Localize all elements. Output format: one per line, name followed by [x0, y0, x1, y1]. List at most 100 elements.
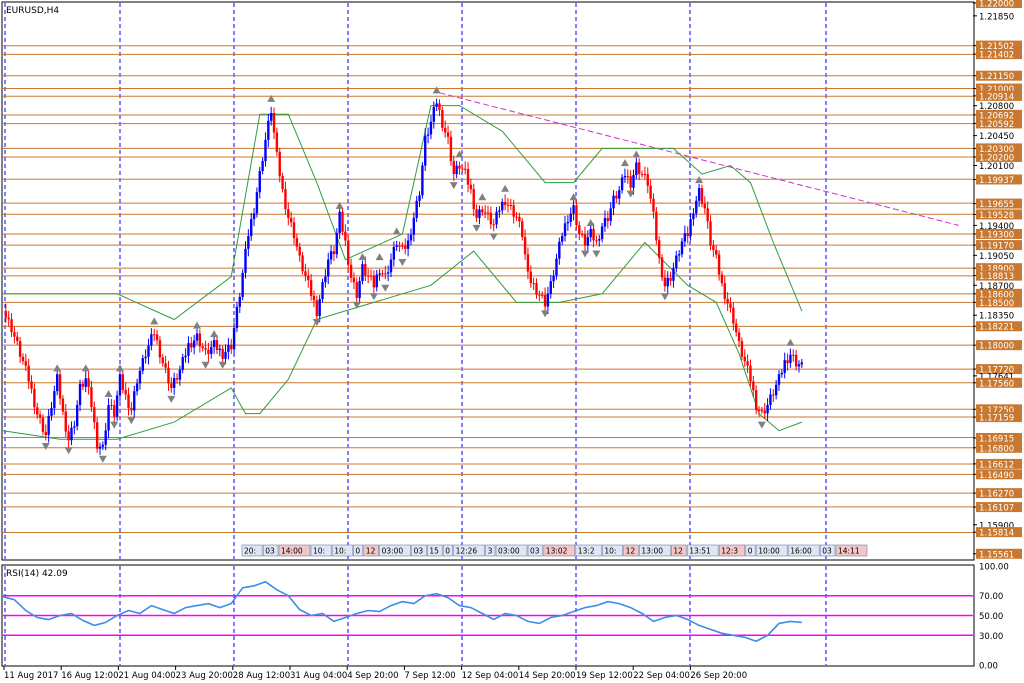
- candle-body: [629, 176, 632, 188]
- candle-body: [33, 388, 36, 408]
- price-tag-label: 1.18813: [979, 272, 1014, 282]
- candle-body: [78, 383, 82, 406]
- candle-body: [792, 354, 795, 356]
- candle-body: [638, 162, 641, 174]
- candle-body: [349, 264, 353, 278]
- price-tick-label: 1.21850: [979, 12, 1014, 22]
- candle-body: [312, 295, 316, 301]
- candle-body: [50, 408, 53, 416]
- candle-body: [24, 361, 28, 366]
- time-label: 28 Aug 12:00: [233, 671, 290, 681]
- candle-body: [121, 374, 125, 390]
- candle-body: [389, 259, 393, 273]
- candle-body: [723, 283, 726, 299]
- candle-body: [498, 210, 501, 212]
- time-axis: 11 Aug 2017 16 Aug 12:00 21 Aug 04:00 23 Au…: [3, 666, 747, 681]
- candle-body: [181, 357, 184, 370]
- candle-body: [7, 317, 10, 320]
- candle-body: [466, 168, 470, 185]
- price-tag-label: 1.18600: [979, 290, 1014, 300]
- price-tag-label: 1.19528: [979, 211, 1014, 221]
- candle-body: [13, 332, 16, 337]
- candle-body: [244, 248, 247, 273]
- price-tag-label: 1.15561: [979, 550, 1014, 560]
- candle-body: [512, 205, 515, 217]
- candle-body: [580, 233, 584, 235]
- trendline[interactable]: [439, 92, 959, 226]
- session-cell: [485, 544, 496, 557]
- candle-body: [267, 120, 270, 140]
- candle-body: [438, 103, 441, 111]
- session-cell: [835, 544, 868, 557]
- candle-body: [332, 251, 336, 255]
- candle-body: [689, 219, 692, 237]
- candle-body: [780, 372, 784, 375]
- candle-body: [84, 378, 87, 387]
- candle-body: [740, 341, 744, 357]
- price-tick-label: 1.20800: [979, 102, 1014, 112]
- main-chart-panel[interactable]: [1, 1, 975, 561]
- fractal-down-marker: [541, 310, 550, 318]
- candle-body: [44, 431, 47, 435]
- fractal-up-marker: [104, 390, 113, 398]
- price-tick-label: 1.19050: [979, 252, 1014, 262]
- candle-body: [669, 277, 672, 281]
- candle-body: [207, 349, 210, 354]
- price-tag-bg: [976, 70, 1022, 81]
- candle-body: [195, 333, 199, 341]
- candle-body: [786, 360, 789, 364]
- fractal-down-marker: [110, 421, 119, 429]
- price-tag-label: 1.16490: [979, 471, 1014, 481]
- session-cell: [639, 544, 671, 557]
- price-tag-bg: [976, 0, 1022, 8]
- rsi-tick-label: 50.00: [979, 612, 1003, 622]
- candle-body: [646, 174, 649, 186]
- session-label: 03: [414, 547, 424, 556]
- candle-body: [660, 257, 664, 278]
- candle-body: [218, 348, 222, 351]
- session-label: 0: [748, 547, 753, 556]
- candle-body: [555, 258, 558, 276]
- price-tag-bg: [976, 458, 1022, 469]
- candle-body: [47, 415, 50, 435]
- candle-body: [347, 240, 350, 265]
- session-cell: [411, 544, 427, 557]
- session-label: 13:00: [641, 547, 663, 556]
- upper-band: [3, 105, 803, 321]
- candle-body: [541, 294, 544, 296]
- candle-body: [190, 343, 193, 348]
- session-label: 0: [445, 547, 450, 556]
- fractal-down-marker: [398, 259, 407, 267]
- price-tag-label: 1.20914: [979, 92, 1014, 102]
- candle-body: [235, 306, 239, 329]
- fractal-down-marker: [369, 293, 378, 301]
- session-cell: [623, 544, 639, 557]
- price-tag-label: 1.21502: [979, 42, 1014, 52]
- fractal-down-marker: [592, 250, 601, 258]
- candle-body: [489, 212, 493, 225]
- candle-body: [127, 394, 130, 409]
- price-tick-label: 1.18350: [979, 312, 1014, 322]
- price-tag-bg: [976, 412, 1022, 423]
- candle-body: [763, 410, 766, 414]
- price-tag-label: 1.17159: [979, 414, 1014, 424]
- fractal-up-marker: [375, 253, 384, 261]
- candle-body: [461, 168, 464, 170]
- candle-body: [515, 216, 518, 218]
- price-tag-bg: [976, 209, 1022, 220]
- candle-body: [278, 151, 281, 177]
- candle-body: [144, 356, 147, 359]
- candle-body: [794, 354, 798, 367]
- price-tag-bg: [976, 340, 1022, 351]
- candle-body: [381, 273, 384, 275]
- fractal-down-marker: [312, 318, 321, 326]
- candle-body: [369, 275, 373, 277]
- price-tag-label: 1.21402: [979, 51, 1014, 61]
- candle-body: [115, 395, 119, 417]
- candle-body: [73, 426, 76, 428]
- fractal-up-marker: [115, 364, 124, 372]
- candle-body: [603, 218, 607, 227]
- candle-body: [232, 328, 236, 350]
